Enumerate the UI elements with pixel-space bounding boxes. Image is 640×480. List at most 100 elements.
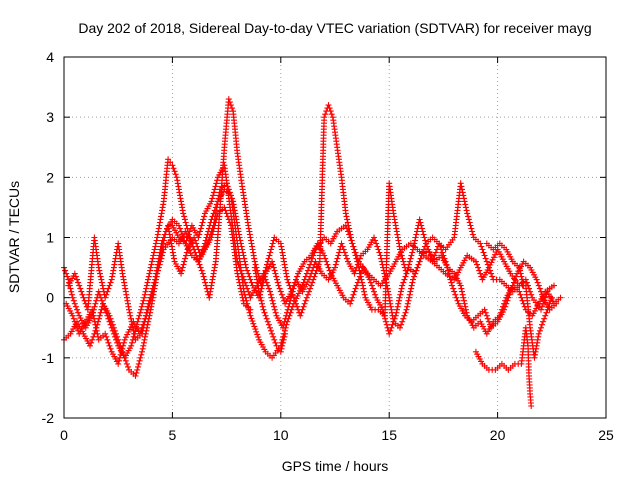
data-point	[238, 243, 245, 250]
data-point	[197, 225, 204, 232]
data-point	[123, 291, 130, 298]
data-point	[103, 309, 110, 316]
data-point	[268, 294, 275, 301]
data-point	[197, 228, 203, 235]
data-point	[344, 216, 351, 223]
data-point	[283, 270, 290, 277]
data-point	[326, 267, 333, 274]
y-tick-label: 4	[46, 49, 54, 65]
data-point	[135, 360, 142, 367]
data-point	[239, 249, 246, 256]
data-point	[518, 294, 525, 301]
data-point	[225, 186, 232, 193]
data-point	[137, 354, 144, 361]
data-point	[519, 297, 526, 304]
data-point	[246, 273, 253, 280]
x-tick-label: 10	[273, 427, 289, 443]
data-point	[399, 255, 406, 262]
y-tick-label: -2	[42, 410, 55, 426]
data-point	[259, 300, 265, 307]
data-point	[269, 240, 276, 247]
data-point	[381, 312, 388, 319]
data-point	[400, 315, 407, 322]
data-point	[277, 348, 284, 355]
data-point	[212, 219, 219, 226]
data-point	[96, 312, 103, 319]
data-point	[480, 249, 487, 256]
data-point	[216, 192, 222, 199]
data-point	[103, 291, 110, 298]
data-point	[557, 294, 564, 301]
data-point	[154, 264, 161, 271]
x-tick-label: 25	[598, 427, 614, 443]
data-point	[109, 273, 116, 280]
data-point	[240, 276, 247, 283]
data-point	[156, 219, 163, 226]
data-point	[459, 189, 466, 196]
data-point	[462, 303, 469, 310]
data-point	[500, 303, 506, 310]
data-point	[261, 309, 268, 316]
data-point	[414, 264, 421, 271]
data-point	[126, 309, 133, 316]
data-point	[355, 276, 362, 283]
data-point	[247, 234, 254, 241]
data-point	[340, 246, 347, 253]
data-point	[263, 315, 270, 322]
data-point	[520, 300, 527, 307]
data-point	[551, 282, 557, 289]
data-point	[95, 264, 102, 271]
data-point	[419, 225, 425, 232]
data-point	[269, 297, 276, 304]
data-point	[375, 246, 382, 253]
data-point	[483, 312, 490, 319]
data-point	[391, 315, 398, 322]
data-point	[280, 321, 287, 328]
data-point	[102, 330, 109, 337]
data-point	[264, 282, 271, 289]
y-tick-label: 1	[46, 230, 54, 246]
data-point	[140, 324, 147, 331]
data-point	[148, 291, 154, 298]
data-point	[449, 282, 456, 289]
data-point	[208, 234, 215, 241]
data-point	[170, 165, 177, 172]
data-point	[203, 282, 209, 289]
data-point	[95, 333, 101, 340]
data-point	[469, 231, 476, 238]
data-point	[285, 279, 292, 286]
data-point	[159, 237, 166, 244]
data-point	[261, 273, 268, 280]
data-point	[149, 258, 155, 265]
data-point	[461, 195, 467, 202]
data-point	[207, 288, 214, 295]
data-point	[415, 261, 422, 268]
data-point	[107, 321, 114, 328]
data-point	[239, 294, 246, 301]
data-point	[548, 294, 555, 301]
data-point	[158, 243, 164, 250]
data-point	[143, 312, 149, 319]
y-tick-label: 0	[46, 290, 54, 306]
data-point	[553, 300, 560, 307]
data-point	[379, 261, 386, 268]
data-point	[138, 306, 144, 313]
data-point	[378, 255, 385, 262]
data-point	[404, 300, 411, 307]
data-point	[394, 231, 401, 238]
data-point	[519, 276, 526, 283]
data-point	[136, 357, 143, 364]
data-point	[172, 171, 179, 178]
data-point	[409, 279, 416, 286]
data-point	[134, 366, 141, 373]
data-point	[177, 195, 184, 202]
data-point	[240, 297, 247, 304]
data-point	[214, 177, 221, 184]
data-point	[183, 222, 190, 229]
data-point	[349, 294, 356, 301]
data-point	[74, 306, 80, 313]
data-point	[404, 267, 411, 274]
data-point	[352, 285, 359, 292]
series-SDTVAR	[61, 96, 564, 409]
